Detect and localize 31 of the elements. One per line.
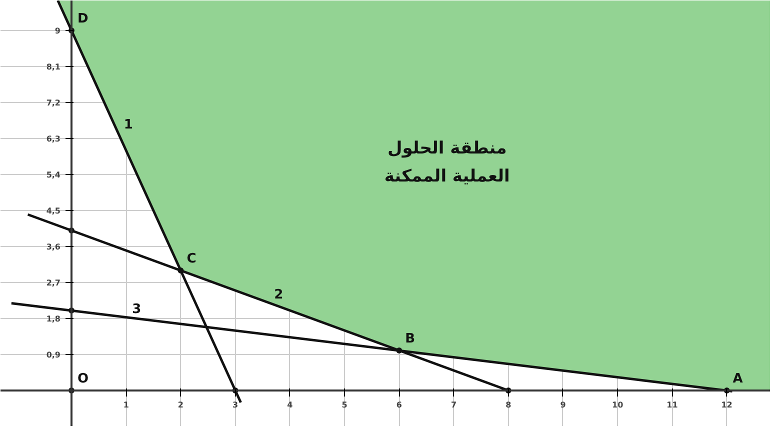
y-tick-label: 8,1: [46, 62, 61, 72]
annotation: O: [77, 372, 89, 386]
x-tick-label: 5: [342, 400, 348, 410]
annotation: D: [77, 12, 88, 26]
x-tick-label: 6: [396, 400, 402, 410]
y-tick-label: 4,5: [46, 206, 61, 216]
annotation: B: [405, 332, 416, 346]
annotation: 1: [124, 118, 133, 132]
y-tick-label: 0,9: [46, 350, 61, 360]
y-tick-label: 6,3: [46, 134, 60, 144]
y-tick-label: 3,6: [46, 242, 61, 252]
x-tick-label: 12: [721, 400, 732, 410]
annotation: 2: [274, 288, 284, 302]
x-tick-label: 3: [232, 400, 238, 410]
x-tick-label: 8: [506, 400, 512, 410]
x-tick-label: 1: [123, 400, 130, 410]
x-tick-label: 9: [560, 400, 566, 410]
annotation: A: [732, 372, 743, 386]
x-tick-label: 7: [450, 400, 457, 410]
annotation: منطقة الحلول العملية الممكنة: [384, 138, 510, 186]
x-tick-label: 4: [287, 400, 294, 410]
x-tick-label: 2: [178, 400, 184, 410]
y-tick-label: 9: [54, 26, 61, 36]
y-tick-label: 1,8: [46, 314, 61, 324]
y-tick-label: 5,4: [46, 170, 61, 180]
annotation: 3: [132, 302, 142, 318]
annotation: C: [186, 252, 196, 266]
x-tick-label: 10: [612, 400, 624, 410]
y-tick-label: 7,2: [46, 98, 60, 108]
y-tick-label: 2,7: [46, 278, 60, 288]
x-tick-label: 11: [666, 400, 678, 410]
